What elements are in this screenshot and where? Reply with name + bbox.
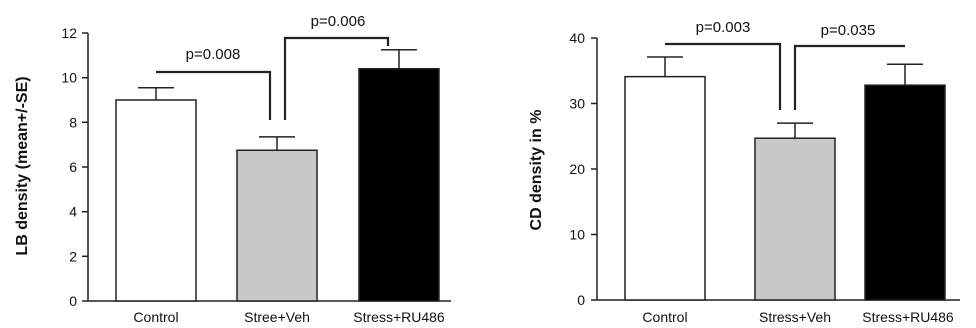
y-tick-label: 0 — [69, 293, 77, 309]
y-tick-30: 30 — [569, 96, 597, 112]
significance-brackets: p=0.008 p=0.006 — [156, 13, 390, 120]
y-tick-label: 0 — [577, 292, 585, 308]
bar-stress-ru486 — [864, 84, 946, 301]
bars — [624, 75, 946, 301]
y-tick-label: 4 — [69, 204, 77, 220]
y-tick-label: 2 — [69, 248, 77, 264]
y-tick-label: 8 — [69, 114, 77, 130]
significance-brackets: p=0.003 p=0.035 — [665, 19, 905, 110]
error-bars — [138, 49, 417, 151]
y-ticks: 0 2 4 6 8 10 12 — [61, 25, 88, 309]
x-tick-labels: Control Stree+Veh Stress+RU486 — [133, 309, 444, 325]
x-tick-label-stree-veh: Stree+Veh — [244, 309, 310, 325]
x-tick-labels: Control Stress+Veh Stress+RU486 — [642, 309, 953, 325]
x-tick-label-control: Control — [642, 309, 687, 325]
bracket-control-vs-stree-veh — [156, 70, 272, 120]
y-tick-label: 40 — [569, 30, 585, 46]
bars — [115, 67, 440, 302]
x-tick-label-control: Control — [133, 309, 178, 325]
error-bar-stress-ru486 — [381, 49, 417, 69]
bracket-control-vs-stress-veh — [665, 42, 782, 110]
bar-control — [624, 75, 706, 301]
x-tick-label-stress-veh: Stress+Veh — [759, 309, 831, 325]
y-tick-2: 2 — [69, 248, 88, 264]
error-bar-control — [647, 56, 683, 77]
error-bar-stress-ru486 — [887, 63, 923, 86]
y-tick-label: 10 — [569, 227, 585, 243]
y-tick-6: 6 — [69, 159, 88, 175]
y-tick-8: 8 — [69, 114, 88, 130]
y-tick-label: 20 — [569, 161, 585, 177]
y-tick-0: 0 — [577, 292, 597, 308]
p-value-label: p=0.035 — [821, 22, 876, 39]
y-tick-12: 12 — [61, 25, 88, 41]
bar-control — [115, 99, 197, 302]
y-tick-4: 4 — [69, 204, 88, 220]
y-tick-10: 10 — [61, 70, 88, 86]
error-bars — [647, 56, 923, 139]
p-value-label: p=0.006 — [311, 13, 366, 30]
y-axis-label: LB density (mean+/-SE) — [14, 76, 31, 255]
chart-lb-density: LB density (mean+/-SE) 0 2 4 6 8 10 12 C… — [14, 13, 451, 325]
y-tick-label: 12 — [61, 25, 77, 41]
y-tick-label: 6 — [69, 159, 77, 175]
bar-stress-ru486 — [358, 67, 440, 302]
error-bar-control — [138, 86, 174, 100]
x-tick-label-stress-ru486: Stress+RU486 — [353, 309, 445, 325]
y-tick-label: 10 — [61, 70, 77, 86]
y-tick-20: 20 — [569, 161, 597, 177]
p-value-label: p=0.003 — [696, 19, 751, 36]
bar-stree-veh — [236, 149, 318, 302]
p-value-label: p=0.008 — [186, 46, 241, 63]
y-tick-10: 10 — [569, 227, 597, 243]
y-tick-0: 0 — [69, 293, 88, 309]
bracket-stree-veh-vs-stress-ru486 — [283, 36, 390, 120]
chart-cd-density: CD density in % 0 10 20 30 40 Control St… — [528, 19, 960, 325]
y-tick-40: 40 — [569, 30, 597, 46]
bar-stress-veh — [754, 137, 836, 301]
y-axis-label: CD density in % — [528, 110, 545, 231]
bracket-stress-veh-vs-stress-ru486 — [793, 44, 905, 110]
y-tick-label: 30 — [569, 96, 585, 112]
x-tick-label-stress-ru486: Stress+RU486 — [862, 309, 954, 325]
y-ticks: 0 10 20 30 40 — [569, 30, 597, 308]
error-bar-stress-veh — [777, 122, 813, 139]
error-bar-stree-veh — [259, 136, 295, 151]
